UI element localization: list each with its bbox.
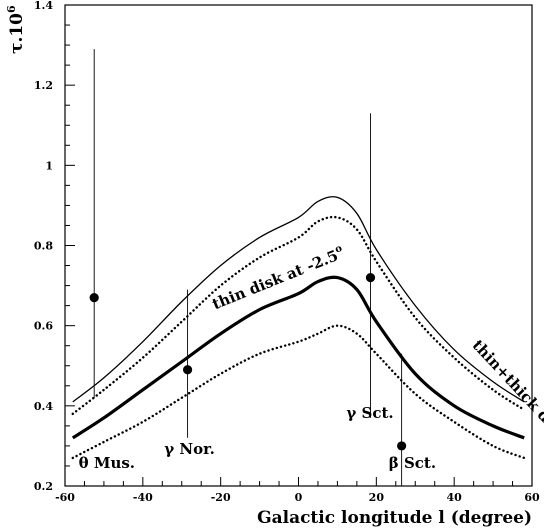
series-line-1 [72,196,525,403]
series-layer [71,196,526,460]
annotation-label: β Sct. [389,454,436,472]
y-tick-label: 0.2 [34,480,53,493]
series-line-2 [71,215,526,416]
y-axis-title-base: τ.10 [7,13,27,54]
plot-frame [64,4,533,487]
y-tick-label: 1 [45,159,53,172]
points-layer [89,49,407,486]
x-tick-label: -20 [211,491,231,504]
annotations-layer: θ Mus.γ Nor.γ Sct.β Sct.thin disk at -2.… [79,243,544,472]
x-axis-title: Galactic longitude l (degree) [257,508,532,528]
y-axis-title: τ.106 [5,5,27,54]
series-line-4 [71,324,526,460]
tick-labels: -60 -40 -20 0 20 40 60 0.2 0.4 0.6 0.8 1 1.2 1.4 [34,0,540,504]
annotation-label: θ Mus. [79,454,135,472]
data-point [89,293,99,303]
x-tick-label: -60 [55,491,75,504]
y-axis-title-exponent: 6 [5,5,18,13]
y-tick-label: 1.4 [34,0,53,12]
y-tick-label: 0.8 [34,240,53,253]
series-line-3 [71,275,525,440]
x-tick-label: 20 [369,491,385,504]
data-point [365,272,376,283]
x-tick-label: -40 [133,491,153,504]
y-tick-label: 0.6 [34,320,53,333]
x-tick-label: 60 [524,491,540,504]
y-tick-label: 1.2 [34,79,53,92]
annotation-label: γ Nor. [164,440,215,458]
data-point [182,365,193,375]
x-tick-label: 40 [447,491,463,504]
x-tick-label: 0 [295,491,303,504]
data-point [397,441,407,451]
y-tick-label: 0.4 [34,400,53,413]
tick-marks [64,4,533,487]
annotation-label: γ Sct. [346,404,393,422]
